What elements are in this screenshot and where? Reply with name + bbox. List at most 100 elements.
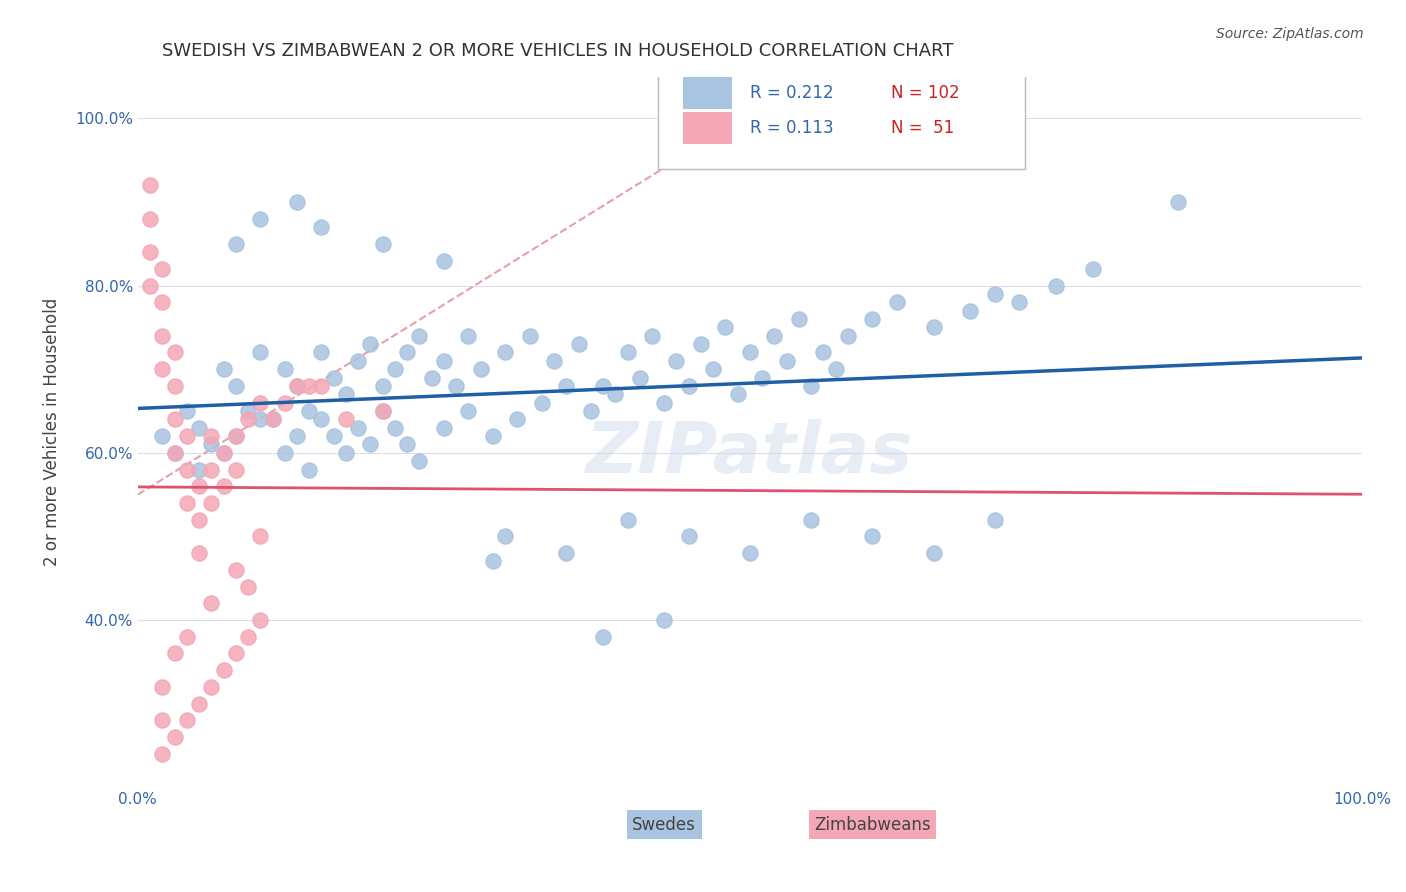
Point	[433, 253, 456, 268]
Point	[665, 354, 688, 368]
Point	[396, 345, 419, 359]
Point	[200, 680, 222, 694]
Point	[530, 395, 553, 409]
Point	[922, 546, 945, 560]
Point	[543, 354, 565, 368]
Point	[482, 554, 505, 568]
Point	[984, 513, 1007, 527]
Text: N = 102: N = 102	[891, 84, 959, 102]
Point	[984, 287, 1007, 301]
Point	[176, 429, 198, 443]
Point	[371, 404, 394, 418]
Point	[555, 379, 578, 393]
Point	[494, 345, 516, 359]
Point	[236, 580, 259, 594]
Point	[188, 420, 211, 434]
Point	[1081, 261, 1104, 276]
Point	[274, 395, 297, 409]
Point	[678, 379, 700, 393]
Point	[176, 404, 198, 418]
Point	[225, 429, 247, 443]
Point	[886, 295, 908, 310]
Text: Swedes: Swedes	[633, 816, 696, 834]
Point	[727, 387, 749, 401]
Point	[236, 412, 259, 426]
Point	[249, 395, 271, 409]
Point	[371, 379, 394, 393]
Point	[702, 362, 724, 376]
Point	[457, 328, 479, 343]
Point	[470, 362, 492, 376]
Point	[298, 379, 321, 393]
Point	[262, 412, 284, 426]
Point	[922, 320, 945, 334]
Point	[200, 437, 222, 451]
Point	[311, 412, 333, 426]
Point	[652, 395, 675, 409]
Point	[738, 546, 761, 560]
Point	[408, 454, 430, 468]
Point	[188, 546, 211, 560]
Point	[298, 404, 321, 418]
Point	[176, 462, 198, 476]
Point	[751, 370, 773, 384]
Point	[139, 211, 162, 226]
Point	[420, 370, 443, 384]
FancyBboxPatch shape	[658, 55, 1025, 169]
Text: R = 0.113: R = 0.113	[749, 119, 834, 136]
Point	[188, 513, 211, 527]
Point	[225, 563, 247, 577]
Point	[285, 379, 308, 393]
Text: SWEDISH VS ZIMBABWEAN 2 OR MORE VEHICLES IN HOUSEHOLD CORRELATION CHART: SWEDISH VS ZIMBABWEAN 2 OR MORE VEHICLES…	[162, 42, 953, 60]
Point	[335, 387, 357, 401]
Point	[274, 362, 297, 376]
Point	[150, 328, 173, 343]
Point	[605, 387, 627, 401]
Point	[163, 379, 186, 393]
Point	[1045, 278, 1067, 293]
Point	[285, 194, 308, 209]
Point	[212, 446, 235, 460]
Point	[616, 513, 638, 527]
Point	[285, 429, 308, 443]
Point	[347, 420, 370, 434]
Point	[384, 362, 406, 376]
Point	[763, 328, 786, 343]
Point	[188, 697, 211, 711]
Text: N =  51: N = 51	[891, 119, 953, 136]
Point	[494, 529, 516, 543]
Point	[200, 496, 222, 510]
Point	[959, 303, 981, 318]
Point	[212, 479, 235, 493]
Point	[396, 437, 419, 451]
Point	[347, 354, 370, 368]
Point	[225, 647, 247, 661]
Point	[249, 613, 271, 627]
Point	[139, 278, 162, 293]
Point	[212, 446, 235, 460]
Point	[678, 529, 700, 543]
Point	[200, 462, 222, 476]
Point	[592, 379, 614, 393]
Point	[225, 236, 247, 251]
Y-axis label: 2 or more Vehicles in Household: 2 or more Vehicles in Household	[44, 298, 60, 566]
Point	[311, 379, 333, 393]
Point	[225, 462, 247, 476]
Point	[860, 529, 883, 543]
Point	[236, 630, 259, 644]
Point	[298, 462, 321, 476]
Point	[200, 429, 222, 443]
Point	[433, 354, 456, 368]
Point	[579, 404, 602, 418]
Point	[274, 446, 297, 460]
Point	[800, 513, 823, 527]
Text: ZIPatlas: ZIPatlas	[586, 418, 914, 488]
Point	[592, 630, 614, 644]
Point	[555, 546, 578, 560]
Point	[163, 730, 186, 744]
Point	[860, 312, 883, 326]
Bar	[682, 112, 731, 145]
Point	[249, 529, 271, 543]
Text: Source: ZipAtlas.com: Source: ZipAtlas.com	[1216, 27, 1364, 41]
Point	[249, 211, 271, 226]
